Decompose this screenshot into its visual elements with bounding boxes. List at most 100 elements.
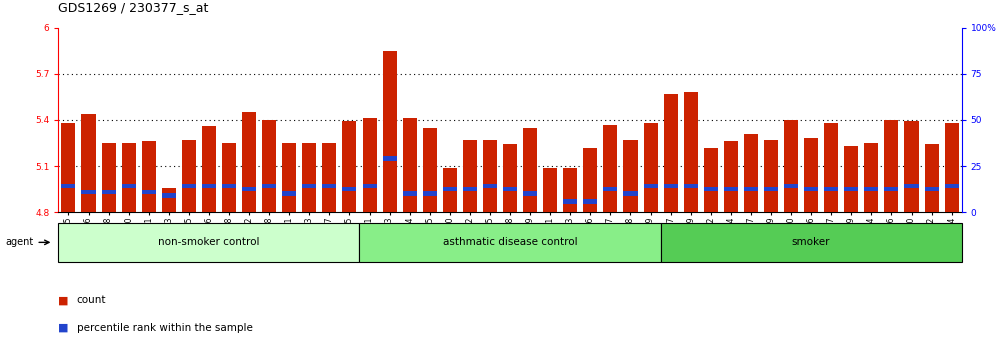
Bar (342, 187, 356, 191)
Bar (122, 184, 136, 188)
Bar (704, 187, 718, 191)
Bar (884, 187, 898, 191)
Bar (805, 138, 818, 212)
Bar (523, 128, 537, 212)
Bar (744, 187, 758, 191)
Bar (504, 145, 517, 212)
Bar (322, 143, 336, 212)
Bar (242, 187, 256, 191)
Bar (302, 184, 316, 188)
Bar (805, 187, 818, 191)
Bar (202, 126, 215, 212)
Bar (704, 148, 718, 212)
Bar (523, 191, 537, 196)
Text: agent: agent (5, 237, 33, 247)
Bar (904, 121, 918, 212)
Bar (784, 184, 799, 188)
Text: GDS1269 / 230377_s_at: GDS1269 / 230377_s_at (58, 1, 208, 14)
Bar (443, 187, 457, 191)
Bar (684, 92, 698, 212)
Bar (504, 187, 517, 191)
Bar (623, 191, 637, 196)
Bar (543, 268, 557, 273)
Bar (543, 168, 557, 212)
Bar (242, 112, 256, 212)
Bar (202, 184, 215, 188)
Bar (322, 184, 336, 188)
Bar (182, 140, 196, 212)
Bar (563, 199, 577, 204)
Text: ■: ■ (58, 323, 68, 333)
Bar (222, 143, 236, 212)
Bar (443, 168, 457, 212)
Bar (423, 128, 437, 212)
Bar (222, 184, 236, 188)
Bar (262, 184, 276, 188)
Text: count: count (77, 295, 106, 305)
Bar (82, 114, 96, 212)
Bar (102, 143, 116, 212)
Bar (162, 193, 176, 198)
Bar (563, 168, 577, 212)
Bar (784, 120, 799, 212)
Bar (684, 184, 698, 188)
Text: asthmatic disease control: asthmatic disease control (443, 237, 577, 247)
Bar (884, 120, 898, 212)
Bar (162, 188, 176, 212)
Bar (282, 191, 296, 196)
Bar (363, 184, 377, 188)
Bar (643, 184, 658, 188)
Bar (824, 187, 838, 191)
Bar (142, 190, 156, 195)
Bar (583, 199, 597, 204)
Bar (282, 143, 296, 212)
Bar (583, 148, 597, 212)
Bar (363, 118, 377, 212)
Bar (603, 187, 617, 191)
Bar (483, 184, 497, 188)
Bar (945, 123, 959, 212)
Bar (142, 141, 156, 212)
Bar (623, 140, 637, 212)
Text: ■: ■ (58, 295, 68, 305)
Bar (864, 143, 878, 212)
Text: non-smoker control: non-smoker control (158, 237, 260, 247)
Text: percentile rank within the sample: percentile rank within the sample (77, 323, 253, 333)
Bar (58, 223, 359, 262)
Bar (844, 146, 858, 212)
Bar (403, 191, 417, 196)
Bar (463, 140, 477, 212)
Bar (102, 190, 116, 195)
Bar (643, 123, 658, 212)
Bar (724, 141, 738, 212)
Bar (824, 123, 838, 212)
Bar (864, 187, 878, 191)
Bar (603, 125, 617, 212)
Bar (924, 145, 939, 212)
Bar (945, 184, 959, 188)
Bar (383, 156, 397, 161)
Bar (262, 120, 276, 212)
Bar (744, 134, 758, 212)
Bar (764, 140, 778, 212)
Bar (664, 94, 678, 212)
Bar (82, 190, 96, 195)
Bar (359, 223, 661, 262)
Bar (61, 123, 76, 212)
Bar (724, 187, 738, 191)
Bar (342, 121, 356, 212)
Bar (182, 184, 196, 188)
Bar (661, 223, 962, 262)
Text: smoker: smoker (792, 237, 831, 247)
Bar (844, 187, 858, 191)
Bar (122, 143, 136, 212)
Bar (403, 118, 417, 212)
Bar (664, 184, 678, 188)
Bar (302, 143, 316, 212)
Bar (423, 191, 437, 196)
Bar (904, 184, 918, 188)
Bar (924, 187, 939, 191)
Bar (383, 51, 397, 212)
Bar (764, 187, 778, 191)
Bar (61, 184, 76, 188)
